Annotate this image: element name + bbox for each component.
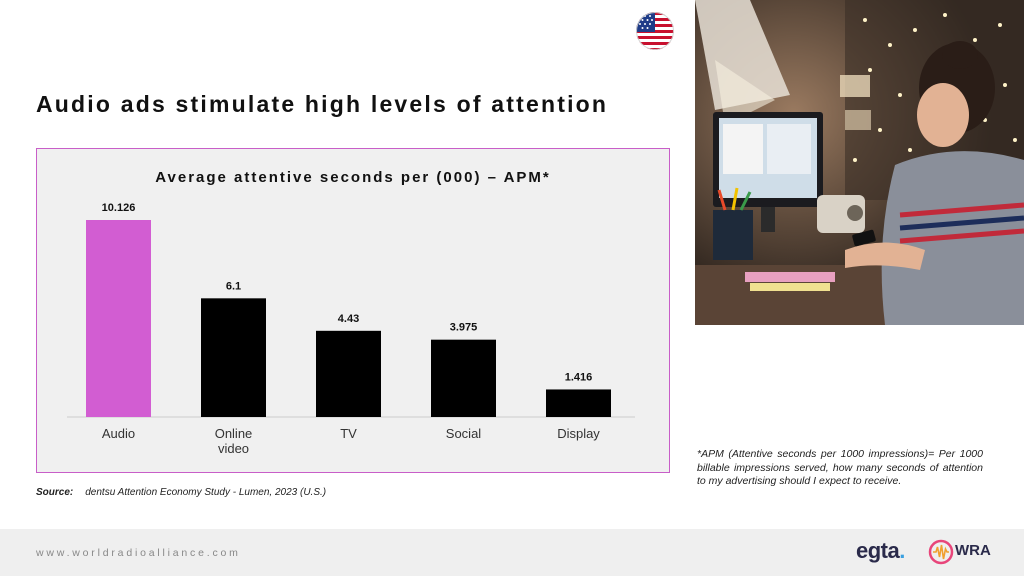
data-label-1: 10.126: [102, 202, 136, 214]
bar-3: [316, 330, 381, 417]
page-title: Audio ads stimulate high levels of atten…: [36, 91, 609, 117]
bar-4: [431, 339, 496, 417]
category-label-4: Social: [446, 426, 482, 441]
wra-logo-icon: [928, 539, 954, 565]
bar-chart: 10.126 Audio 6.1 Online video 4.43 TV 3.975 Soci…: [67, 202, 635, 456]
category-label-5: Display: [557, 426, 600, 441]
us-flag-icon: [636, 12, 674, 50]
category-label-1: Audio: [102, 426, 135, 441]
footnote: *APM (Attentive seconds per 1000 impress…: [697, 448, 983, 488]
category-label-3: TV: [340, 426, 357, 441]
footer-bar: www.worldradioalliance.com egta. WRA: [0, 529, 1024, 576]
source-label: Source:: [36, 487, 74, 498]
category-label-2: Online video: [215, 426, 253, 456]
chart-title: Average attentive seconds per (000) – AP…: [155, 169, 551, 186]
data-label-4: 3.975: [450, 322, 478, 334]
bar-2: [201, 298, 266, 417]
bar-5: [546, 389, 611, 417]
woman-at-desk-photo: [695, 0, 1024, 325]
egta-logo-text: egta: [856, 538, 900, 563]
egta-logo: egta.: [856, 538, 905, 563]
data-label-2: 6.1: [226, 280, 241, 292]
wra-logo-text: WRA: [955, 542, 991, 559]
data-label-5: 1.416: [565, 371, 593, 383]
source-text: dentsu Attention Economy Study - Lumen, …: [85, 487, 327, 498]
data-label-3: 4.43: [338, 313, 359, 325]
website-link[interactable]: www.worldradioalliance.com: [36, 547, 241, 559]
bar-1: [86, 220, 151, 417]
chart-panel: Average attentive seconds per (000) – AP…: [36, 148, 670, 473]
source-note: Source: dentsu Attention Economy Study - …: [36, 487, 326, 498]
